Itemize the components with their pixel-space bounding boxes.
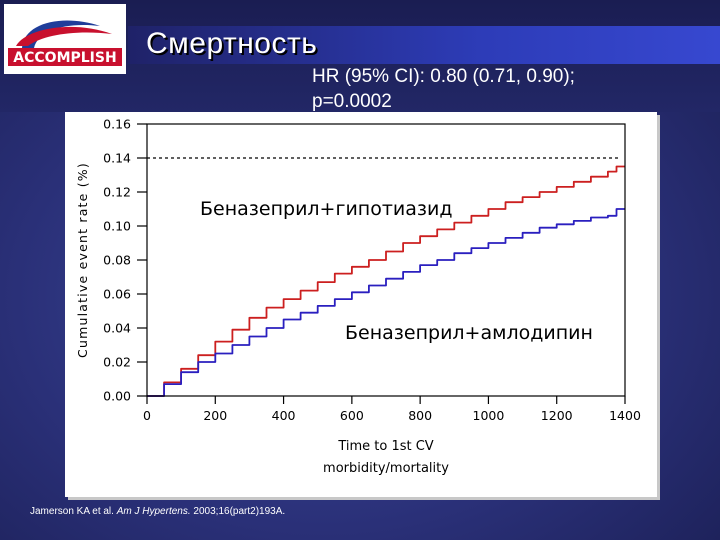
kaplan-meier-chart: 0.00 0.02 0.04 0.06 0.08 0.10 0.12 0.14 0.16 0 200… [75, 117, 641, 477]
citation-authors: Jamerson KA et al. [30, 506, 114, 517]
series-line-benazepril-amlodipine [147, 208, 625, 397]
x-tick-label: 800 [408, 408, 432, 423]
y-axis-label: Cumulative event rate (%) [75, 162, 90, 358]
hazard-ratio-text: HR (95% CI): 0.80 (0.71, 0.90); p=0.0002 [312, 64, 672, 114]
x-tick-label: 1000 [473, 408, 505, 423]
x-tick-label: 200 [203, 408, 227, 423]
logo-arc-icon [16, 26, 112, 46]
x-tick-label: 1400 [609, 408, 641, 423]
y-tick-label: 0.16 [103, 117, 131, 132]
x-tick-label: 0 [143, 408, 151, 423]
y-tick-label: 0.12 [103, 185, 131, 200]
slide-title: Смертность [146, 27, 318, 60]
series-label-benazepril-amlodipine: Беназеприл+амлодипин [345, 322, 593, 344]
citation: Jamerson KA et al. Am J Hypertens. 2003;… [30, 506, 285, 517]
accomplish-logo: ACCOMPLISH [4, 4, 126, 74]
y-tick-label: 0.04 [103, 321, 131, 336]
title-band [128, 26, 720, 64]
hazard-ratio-line: HR (95% CI): 0.80 (0.71, 0.90); [312, 66, 575, 87]
plot-frame [146, 123, 626, 397]
y-tick-label: 0.14 [103, 151, 131, 166]
logo-banner [8, 48, 122, 66]
y-tick-label: 0.00 [103, 389, 131, 404]
citation-reference: 2003;16(part2)193A. [193, 506, 286, 517]
y-tick-label: 0.08 [103, 253, 131, 268]
logo-text: ACCOMPLISH [13, 50, 116, 66]
chart-panel: 0.00 0.02 0.04 0.06 0.08 0.10 0.12 0.14 0.16 0 200… [65, 112, 657, 497]
y-tick-label: 0.10 [103, 219, 131, 234]
y-tick-label: 0.02 [103, 355, 131, 370]
logo-graphic: ACCOMPLISH [8, 20, 122, 66]
logo-swoosh-icon [22, 20, 100, 48]
x-axis-label-line2: morbidity/mortality [323, 461, 449, 476]
x-axis-label-line1: Time to 1st CV [337, 439, 433, 454]
x-tick-label: 1200 [541, 408, 573, 423]
y-tick-label: 0.06 [103, 287, 131, 302]
x-tick-label: 600 [340, 408, 364, 423]
series-line-benazepril-hctz [147, 165, 625, 397]
series-label-benazepril-hctz: Беназеприл+гипотиазид [200, 198, 453, 220]
p-value-line: p=0.0002 [312, 91, 392, 112]
x-tick-label: 400 [272, 408, 296, 423]
citation-journal: Am J Hypertens. [116, 506, 191, 517]
